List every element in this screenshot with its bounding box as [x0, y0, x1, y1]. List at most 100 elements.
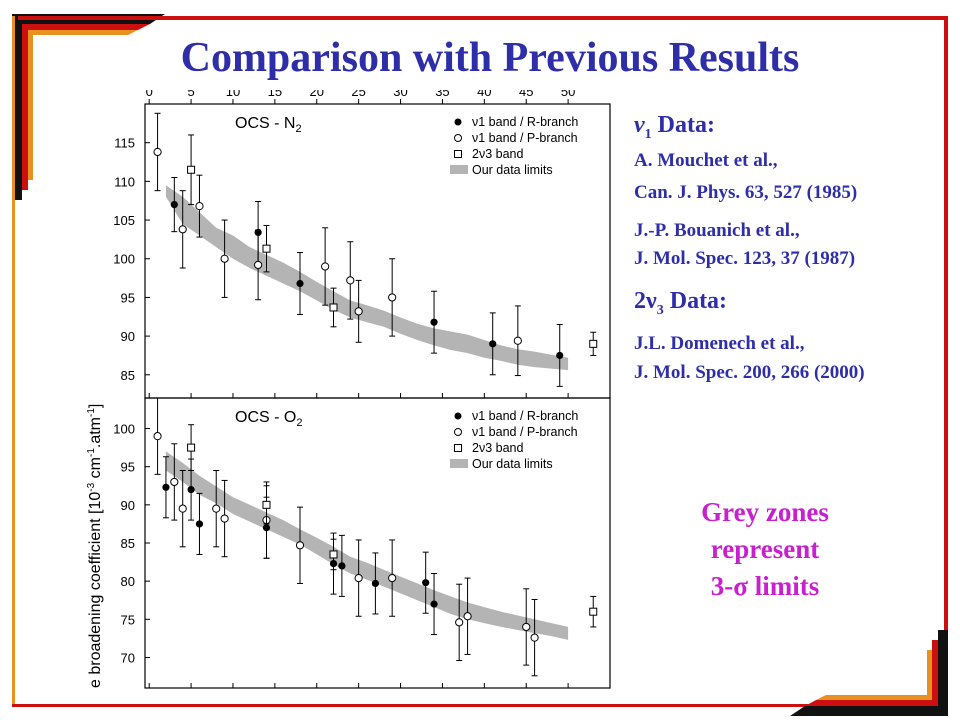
frame-right-line — [944, 16, 948, 706]
point-r-branch — [556, 351, 564, 360]
point-2v3 — [187, 165, 196, 174]
y-axis-label-part: -3 — [86, 482, 97, 491]
legend-marker-p-branch — [454, 134, 462, 142]
point-2v3 — [262, 500, 271, 509]
point-p-branch — [346, 276, 355, 285]
legend-marker-r-branch — [454, 412, 462, 420]
y-tick-label: 115 — [114, 136, 135, 151]
legend-marker-p-branch — [454, 428, 462, 436]
y-axis-label: e broadening coefficient [10-3 cm-1.atm-… — [86, 404, 104, 688]
v3-heading-sub: 3 — [656, 302, 664, 318]
data-limits-band-1 — [165, 185, 569, 371]
point-p-branch — [220, 254, 229, 263]
v1-heading-symbol: ν — [634, 112, 645, 138]
panel-2-label-sub: 2 — [296, 417, 302, 429]
y-tick-label: 70 — [121, 650, 135, 665]
broadening-chart: 85 90 95 100 105 110 115 0 5 10 15 20 25 30 35 40 45 50 OC… — [86, 90, 611, 689]
point-p-branch — [522, 622, 531, 632]
grey-zone-note-line2: represent — [710, 534, 820, 564]
legend-marker-r-branch — [454, 118, 462, 126]
point-p-branch — [321, 262, 330, 271]
panel-1-label: OCS - N2 — [235, 115, 302, 135]
x-tick-label: 15 — [268, 90, 282, 99]
frame-bottom-right-orange — [816, 650, 932, 700]
x-tick-label: 35 — [435, 90, 449, 99]
point-p-branch — [170, 477, 179, 487]
point-r-branch — [422, 579, 430, 587]
point-p-branch — [254, 260, 263, 270]
point-2v3 — [187, 443, 196, 452]
point-r-branch — [195, 520, 204, 528]
y-tick-label: 110 — [114, 174, 135, 189]
y-tick-label: 85 — [121, 368, 135, 383]
legend-label-2: ν1 band / P-branch — [472, 131, 578, 145]
frame-left-line — [12, 16, 15, 706]
point-p-branch — [153, 432, 162, 441]
point-p-branch — [354, 307, 363, 316]
legend-label-4: Our data limits — [472, 457, 553, 471]
x-tick-label: 40 — [477, 90, 491, 99]
legend-label-3: 2ν3 band — [472, 147, 523, 161]
x-tick-label: 5 — [187, 90, 194, 99]
y-axis-label-part: e broadening coefficient [10 — [87, 492, 104, 688]
point-r-branch — [162, 483, 170, 491]
point-p-branch — [388, 574, 397, 583]
frame-bottom-right-dark — [790, 630, 948, 716]
legend-marker-2v3 — [454, 444, 462, 452]
ref1-journal: Can. J. Phys. 63, 527 (1985) — [634, 182, 858, 203]
legend-label-3: 2ν3 band — [472, 441, 523, 455]
x-tick-label: 30 — [393, 90, 407, 99]
point-2v3 — [589, 607, 598, 616]
point-r-branch — [187, 485, 195, 494]
x-tick-label: 25 — [351, 90, 365, 99]
frame-bottom-line — [12, 704, 948, 707]
point-p-branch — [153, 147, 162, 157]
point-2v3 — [329, 303, 338, 312]
v3-heading: 2ν3 Data: — [634, 288, 727, 319]
point-p-branch — [455, 618, 464, 627]
y-tick-label: 75 — [121, 612, 135, 627]
ref2-authors: J.-P. Bouanich et al., — [634, 220, 800, 241]
x-tick-label: 20 — [310, 90, 324, 99]
point-p-branch — [195, 202, 204, 211]
legend-label-2: ν1 band / P-branch — [472, 425, 578, 439]
y-tick-label: 100 — [113, 252, 135, 267]
panel-1-label-sub: 2 — [295, 123, 301, 135]
x-tick-label: 0 — [146, 90, 153, 99]
point-p-branch — [513, 336, 522, 345]
point-p-branch — [388, 293, 397, 302]
panel-2-frame — [144, 397, 611, 689]
data-limits-band-2 — [165, 451, 569, 640]
y-axis-label-part: ] — [87, 404, 104, 408]
y-axis-label-part: -1 — [86, 448, 97, 457]
panel-1: 85 90 95 100 105 110 115 0 5 10 15 20 25 30 35 40 45 50 OC… — [113, 90, 611, 399]
y-tick-label: 100 — [113, 422, 135, 437]
point-p-branch — [220, 514, 229, 523]
v1-heading-text: Data: — [651, 112, 715, 138]
grey-zone-note-line1: Grey zones — [701, 497, 829, 527]
ref1-authors: A. Mouchet et al., — [634, 150, 778, 171]
point-r-branch — [371, 579, 380, 588]
legend-label-4: Our data limits — [472, 163, 553, 177]
legend-marker-2v3 — [454, 150, 462, 158]
x-tick-label: 50 — [561, 90, 575, 99]
y-tick-label: 105 — [113, 213, 135, 228]
point-p-branch — [212, 504, 221, 513]
point-p-branch — [463, 612, 472, 621]
y-tick-label: 80 — [121, 574, 135, 589]
point-2v3 — [329, 550, 338, 559]
ref3-journal: J. Mol. Spec. 200, 266 (2000) — [634, 362, 865, 383]
point-p-branch — [354, 574, 363, 583]
panel-2-label: OCS - O2 — [235, 409, 302, 429]
v3-heading-symbol: 2ν — [634, 288, 657, 314]
point-p-branch — [295, 541, 305, 550]
y-tick-label: 90 — [121, 498, 135, 513]
y-axis-label-part: cm — [87, 457, 104, 483]
y-tick-label: 90 — [121, 329, 135, 344]
point-p-branch — [178, 225, 187, 234]
frame-top-line — [18, 16, 948, 20]
y-tick-label: 95 — [121, 460, 135, 475]
v1-heading: ν1 Data: — [634, 112, 715, 143]
